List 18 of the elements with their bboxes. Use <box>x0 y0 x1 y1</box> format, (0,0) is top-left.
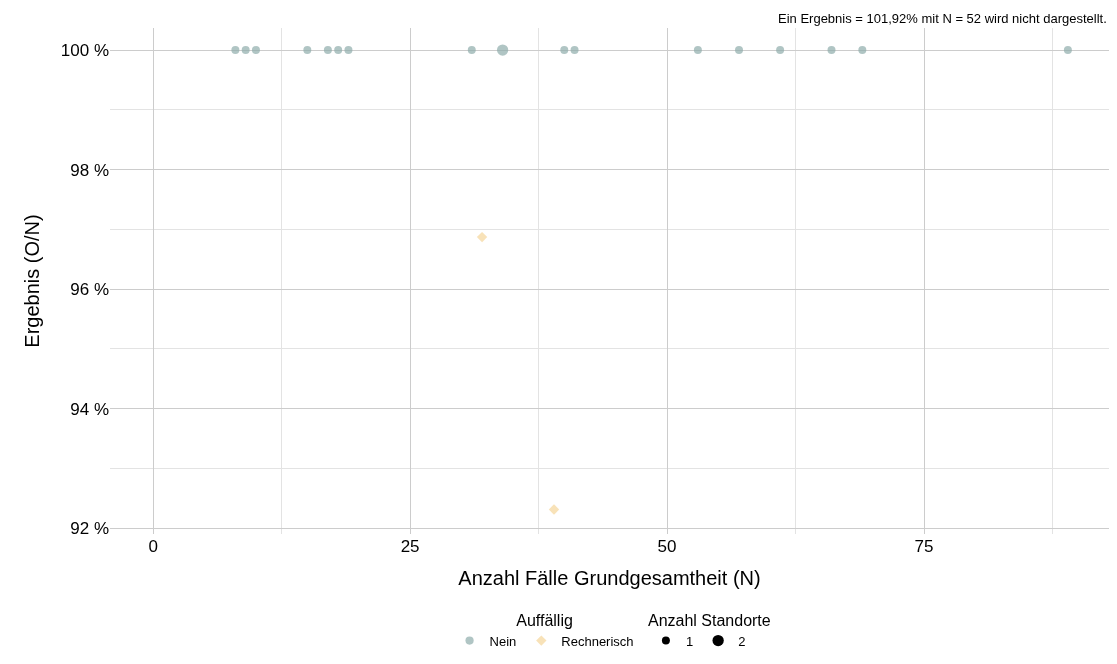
y-tick-label: 98 % <box>70 160 109 180</box>
y-tick-label: 96 % <box>70 280 109 300</box>
text: Ein Ergebnis = 101,92% mit N = 52 wird nicht dargestellt. <box>778 11 1107 26</box>
legend-label: 1 <box>685 633 694 649</box>
x-axis-title: Anzahl Fälle Grundgesamtheit (N) <box>458 566 761 589</box>
y-axis-title: Ergebnis (O/N) <box>21 214 44 348</box>
text: Auffällig <box>516 611 573 629</box>
legend-label: Rechnerisch <box>561 633 634 649</box>
legend-label: Nein <box>489 633 517 649</box>
legend-label: 2 <box>738 633 746 649</box>
x-tick-label: 75 <box>914 537 934 556</box>
y-tick-label: 94 % <box>70 399 109 419</box>
y-tick-label: 100 % <box>60 41 109 61</box>
y-tick-label: 92 % <box>70 518 109 538</box>
text: Anzahl Standorte <box>647 611 771 629</box>
x-tick-label: 0 <box>148 537 158 556</box>
x-tick-label: 50 <box>657 537 677 556</box>
x-tick-label: 25 <box>400 537 420 556</box>
